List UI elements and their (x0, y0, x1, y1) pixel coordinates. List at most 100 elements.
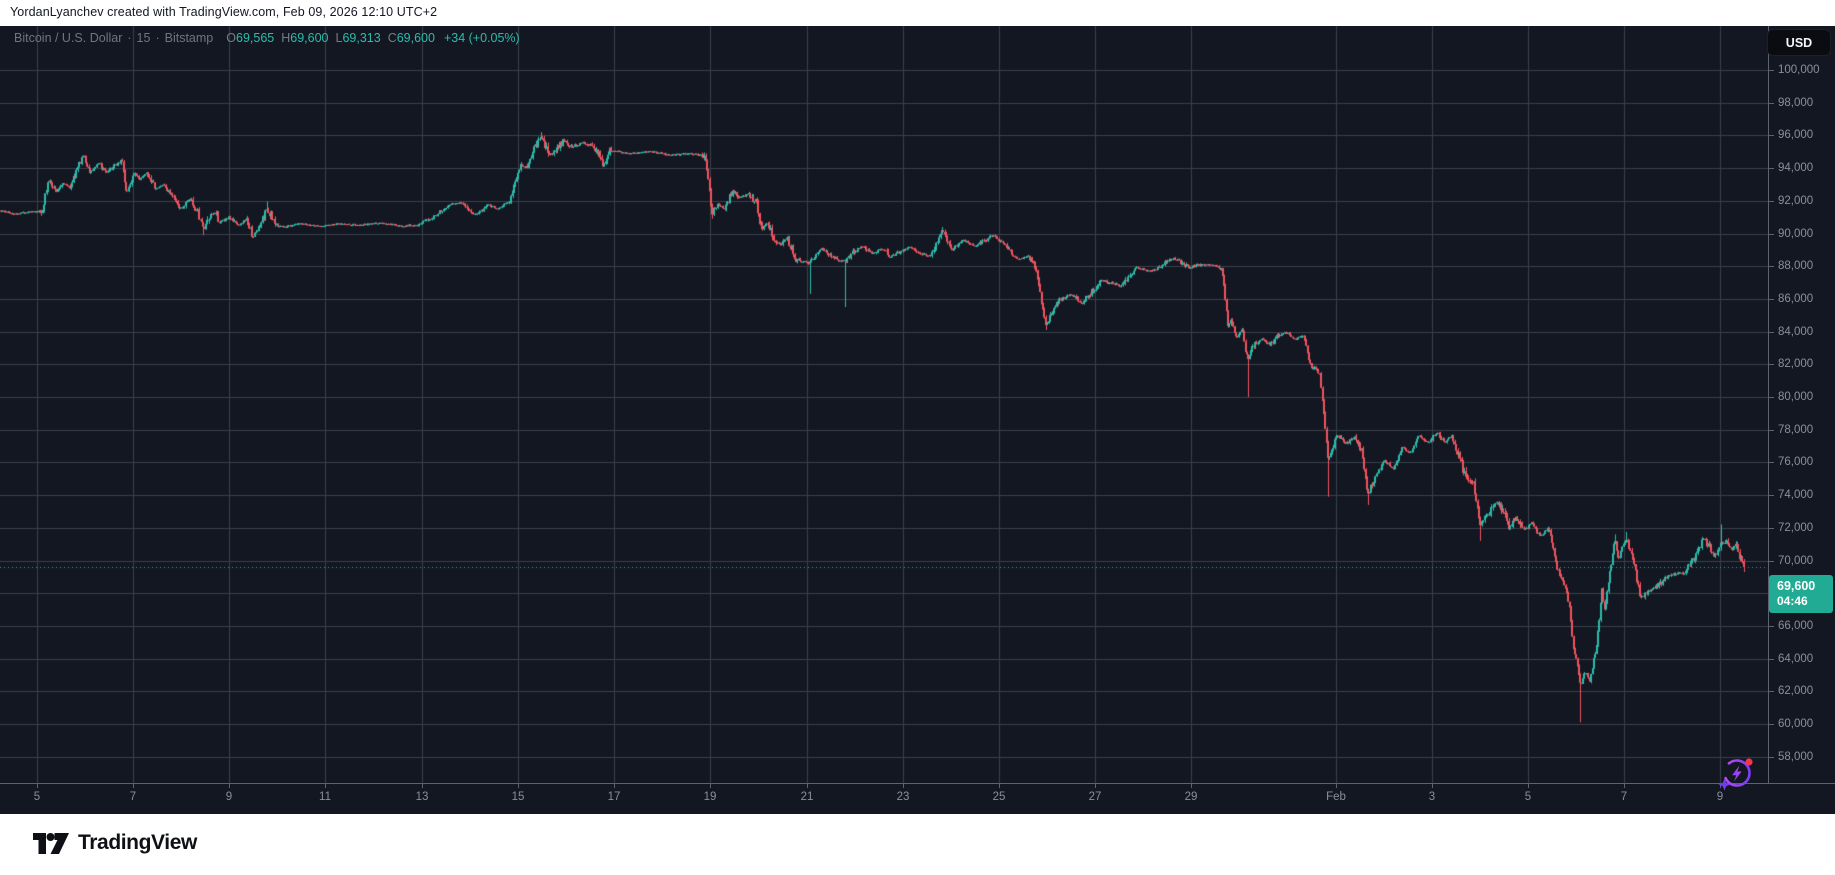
close-value: 69,600 (396, 31, 435, 45)
time-tick-label: 29 (1184, 791, 1198, 803)
price-tick-label: 92,000 (1778, 194, 1814, 207)
price-tick-mark (1769, 561, 1774, 562)
price-tick-label: 70,000 (1778, 554, 1814, 567)
price-tick-mark (1769, 691, 1774, 692)
time-tick-label: 5 (1524, 791, 1532, 803)
chart-area: Bitcoin / U.S. Dollar · 15 · Bitstamp O6… (0, 26, 1835, 814)
close-label: C (387, 31, 397, 45)
time-tick-mark (37, 784, 38, 788)
time-tick-label: 13 (415, 791, 429, 803)
price-tick-label: 76,000 (1778, 456, 1814, 469)
time-tick-label: 7 (129, 791, 137, 803)
price-tick-mark (1769, 528, 1774, 529)
last-price-badge: 69,600 04:46 (1769, 574, 1833, 613)
price-axis[interactable]: 100,000 98,000 96,000 94,000 92,000 90,000 88,… (1768, 26, 1835, 783)
price-tick-mark (1769, 70, 1774, 71)
chart-legend[interactable]: Bitcoin / U.S. Dollar · 15 · Bitstamp O6… (14, 30, 520, 46)
price-tick-mark (1769, 626, 1774, 627)
time-tick-mark (325, 784, 326, 788)
open-value: 69,565 (236, 31, 275, 45)
time-tick-label: 5 (33, 791, 41, 803)
high-label: H (281, 31, 291, 45)
time-tick-label: 15 (511, 791, 525, 803)
open-label: O (226, 31, 236, 45)
price-tick-mark (1769, 332, 1774, 333)
lightning-bolt-icon (1732, 765, 1742, 782)
symbol-name[interactable]: Bitcoin / U.S. Dollar (14, 31, 123, 45)
time-tick-mark (710, 784, 711, 788)
price-tick-label: 78,000 (1778, 423, 1814, 436)
price-tick-label: 74,000 (1778, 489, 1814, 502)
ohlc-values: O69,565 H69,600 L69,313 C69,600 +34 (+0.… (226, 31, 519, 45)
notification-dot (1745, 758, 1753, 766)
price-tick-mark (1769, 168, 1774, 169)
price-tick-mark (1769, 201, 1774, 202)
star-sparkle-icon (1718, 778, 1731, 791)
price-tick-label: 80,000 (1778, 391, 1814, 403)
price-tick-mark (1769, 757, 1774, 758)
price-tick-mark (1769, 397, 1774, 398)
time-tick-mark (1624, 784, 1625, 788)
currency-toggle-button[interactable]: USD (1767, 29, 1831, 56)
price-tick-label: 94,000 (1778, 162, 1814, 175)
change-value: +34 (+0.05%) (443, 31, 520, 45)
time-tick-label: 7 (1620, 791, 1628, 803)
ai-sparkle-icon[interactable] (1716, 752, 1758, 794)
time-tick-mark (1336, 784, 1337, 788)
low-label: L (335, 31, 343, 45)
price-tick-label: 90,000 (1778, 227, 1814, 240)
price-tick-label: 84,000 (1778, 325, 1814, 338)
price-tick-label: 100,000 (1778, 64, 1820, 76)
time-tick-label: 9 (1716, 791, 1724, 803)
price-tick-label: 86,000 (1778, 292, 1814, 305)
legend-separator: · (127, 31, 132, 45)
time-tick-mark (1720, 784, 1721, 788)
time-tick-label: 27 (1088, 791, 1102, 803)
price-tick-label: 64,000 (1778, 652, 1814, 665)
time-tick-mark (1191, 784, 1192, 788)
time-tick-label: 3 (1428, 791, 1436, 803)
time-tick-mark (422, 784, 423, 788)
sparkle-circle (1723, 759, 1751, 787)
price-tick-mark (1769, 462, 1774, 463)
time-tick-label: 25 (992, 791, 1006, 803)
price-tick-mark (1769, 299, 1774, 300)
price-tick-mark (1769, 430, 1774, 431)
time-tick-mark (614, 784, 615, 788)
time-tick-label: 11 (319, 791, 331, 803)
time-tick-label: 19 (703, 791, 717, 803)
price-tick-label: 58,000 (1778, 750, 1814, 763)
price-tick-mark (1769, 135, 1774, 136)
time-tick-mark (1095, 784, 1096, 788)
price-chart-canvas[interactable] (0, 26, 1768, 783)
tradingview-logo-icon (33, 833, 69, 854)
time-axis[interactable]: 5 7 9 11 13 15 17 19 21 23 25 27 29 Feb 3 5 7 9 (0, 783, 1835, 814)
last-price-value: 69,600 (1777, 579, 1816, 593)
price-tick-mark (1769, 495, 1774, 496)
time-tick-mark (903, 784, 904, 788)
attribution-text: YordanLyanchev created with TradingView.… (10, 5, 438, 19)
time-tick-label: 17 (607, 791, 621, 803)
time-tick-mark (1528, 784, 1529, 788)
time-tick-label: 21 (800, 791, 814, 803)
price-tick-label: 96,000 (1778, 129, 1814, 142)
price-tick-mark (1769, 266, 1774, 267)
time-tick-mark (807, 784, 808, 788)
time-tick-label: 23 (896, 791, 910, 803)
footer: TradingView (0, 813, 1835, 875)
tradingview-logo[interactable]: TradingView (33, 829, 197, 856)
exchange-label: Bitstamp (164, 31, 214, 45)
price-tick-mark (1769, 659, 1774, 660)
price-tick-mark (1769, 234, 1774, 235)
brand-wordmark: TradingView (78, 830, 197, 854)
price-tick-label: 72,000 (1778, 521, 1814, 534)
time-tick-mark (133, 784, 134, 788)
price-tick-label: 60,000 (1778, 718, 1814, 730)
price-tick-label: 62,000 (1778, 685, 1814, 698)
low-value: 69,313 (342, 31, 381, 45)
time-tick-mark (1432, 784, 1433, 788)
price-tick-mark (1769, 103, 1774, 104)
time-tick-mark (518, 784, 519, 788)
price-tick-label: 66,000 (1778, 619, 1814, 632)
interval-label[interactable]: 15 (136, 31, 151, 45)
